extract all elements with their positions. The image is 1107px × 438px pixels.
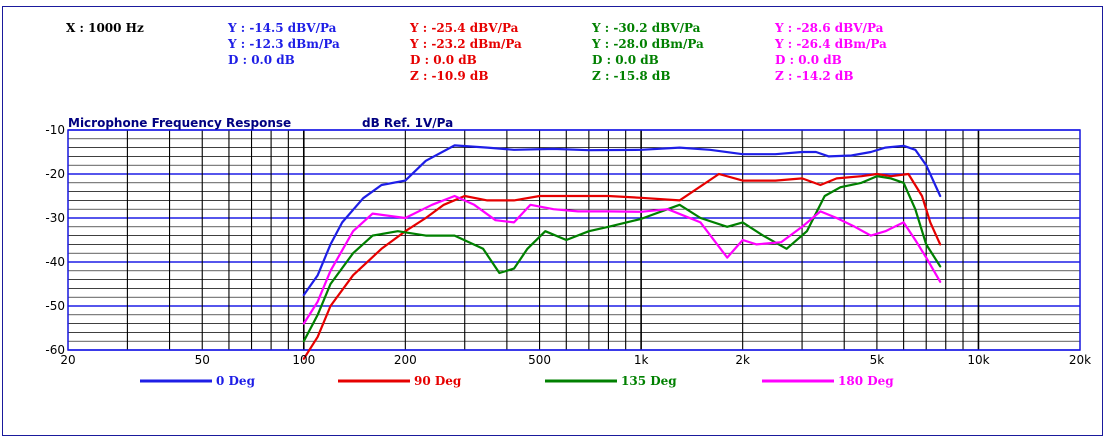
series-line-135-deg[interactable] bbox=[302, 175, 942, 343]
series-line-0-deg[interactable] bbox=[302, 144, 942, 297]
y-tick-label: -40 bbox=[45, 255, 65, 269]
chart-series bbox=[302, 144, 942, 360]
x-tick-label: 50 bbox=[195, 353, 210, 367]
x-tick-label: 20k bbox=[1069, 353, 1091, 367]
readout-column-0-deg: Y : -14.5 dBV/Pa Y : -12.3 dBm/Pa D : 0.0 … bbox=[228, 20, 340, 68]
y-tick-label: -50 bbox=[45, 299, 65, 313]
readout-line: Y : -14.5 dBV/Pa bbox=[228, 21, 337, 35]
readout-line: Y : -25.4 dBV/Pa bbox=[410, 21, 519, 35]
readout-x-value: X : 1000 Hz bbox=[66, 21, 144, 35]
window-frame bbox=[2, 6, 1103, 436]
legend-label: 90 Deg bbox=[414, 374, 462, 388]
x-tick-label: 20 bbox=[60, 353, 75, 367]
readout-line: Y : -30.2 dBV/Pa bbox=[592, 21, 701, 35]
chart-ticks: 20 50 100 200 500 1k 2k 5k 10k 20k -10 -20 -30 -40 -50… bbox=[45, 123, 1091, 367]
plot-area[interactable] bbox=[67, 129, 1081, 351]
y-tick-label: -20 bbox=[45, 167, 65, 181]
legend-label: 180 Deg bbox=[838, 374, 894, 388]
readout-line: Y : -28.0 dBm/Pa bbox=[592, 37, 704, 51]
y-tick-label: -60 bbox=[45, 343, 65, 357]
readout-line: D : 0.0 dB bbox=[775, 53, 842, 67]
readout-line: Y : -23.2 dBm/Pa bbox=[410, 37, 522, 51]
readout-line: D : 0.0 dB bbox=[410, 53, 477, 67]
chart-legend: 0 Deg 90 Deg 135 Deg 180 Deg bbox=[140, 374, 894, 388]
readout-line: Y : -26.4 dBm/Pa bbox=[775, 37, 887, 51]
chart-grid bbox=[67, 129, 1081, 351]
cursor-readout: X : 1000 Hz Y : -14.5 dBV/Pa Y : -12.3 dB… bbox=[0, 20, 1107, 100]
readout-column-90-deg: Y : -25.4 dBV/Pa Y : -23.2 dBm/Pa D : 0.0 … bbox=[410, 20, 522, 84]
chart-y-axis-label: dB Ref. 1V/Pa bbox=[362, 116, 453, 130]
y-tick-label: -30 bbox=[45, 211, 65, 225]
readout-line: D : 0.0 dB bbox=[592, 53, 659, 67]
x-tick-label: 10k bbox=[967, 353, 989, 367]
readout-line: Z : -15.8 dB bbox=[592, 69, 671, 83]
readout-line: Z : -10.9 dB bbox=[410, 69, 489, 83]
x-tick-label: 500 bbox=[528, 353, 551, 367]
readout-column-180-deg: Y : -28.6 dBV/Pa Y : -26.4 dBm/Pa D : 0.0 … bbox=[775, 20, 887, 84]
y-tick-label: -10 bbox=[45, 123, 65, 137]
readout-line: Y : -12.3 dBm/Pa bbox=[228, 37, 340, 51]
readout-column-135-deg: Y : -30.2 dBV/Pa Y : -28.0 dBm/Pa D : 0.0 … bbox=[592, 20, 704, 84]
x-tick-label: 100 bbox=[292, 353, 315, 367]
legend-label: 135 Deg bbox=[621, 374, 677, 388]
chart-title: Microphone Frequency Response bbox=[68, 116, 291, 130]
legend-label: 0 Deg bbox=[216, 374, 256, 388]
readout-line: Z : -14.2 dB bbox=[775, 69, 854, 83]
x-tick-label: 200 bbox=[394, 353, 417, 367]
readout-line: Y : -28.6 dBV/Pa bbox=[775, 21, 884, 35]
readout-x-column: X : 1000 Hz bbox=[66, 20, 144, 36]
x-tick-label: 1k bbox=[634, 353, 649, 367]
x-tick-label: 5k bbox=[870, 353, 885, 367]
x-tick-label: 2k bbox=[735, 353, 750, 367]
series-line-90-deg[interactable] bbox=[302, 172, 942, 360]
series-line-180-deg[interactable] bbox=[302, 194, 942, 325]
readout-line: D : 0.0 dB bbox=[228, 53, 295, 67]
